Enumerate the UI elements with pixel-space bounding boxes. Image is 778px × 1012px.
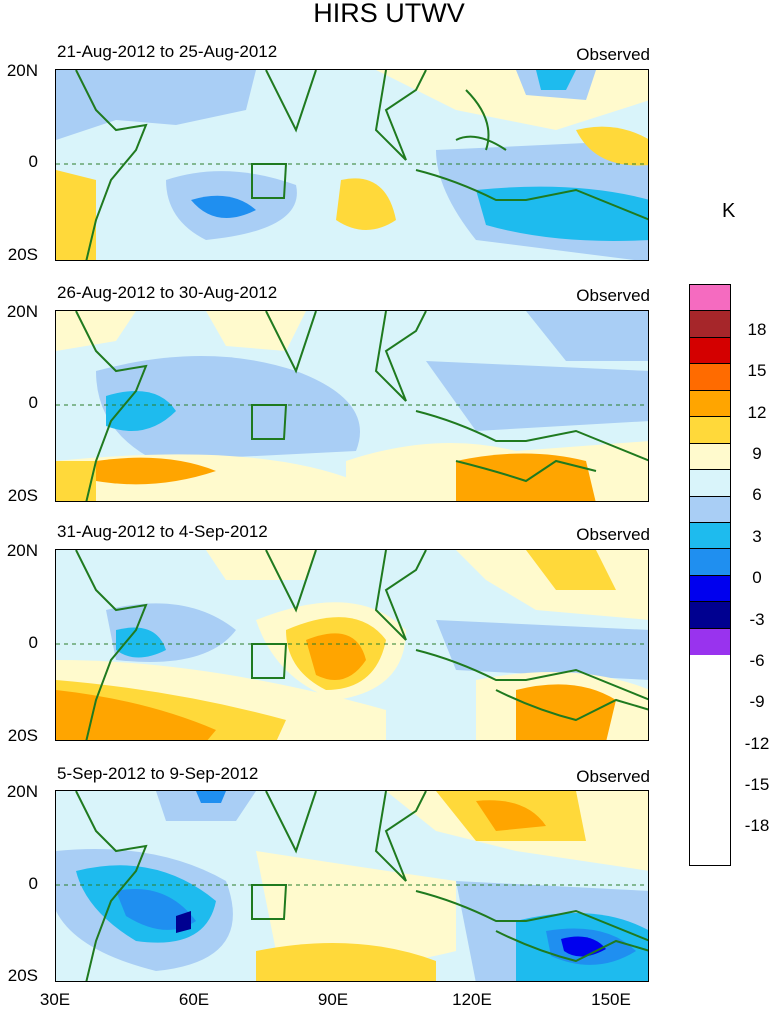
- x-120e: 120E: [452, 990, 492, 1009]
- colorbar-label: -9: [749, 692, 765, 711]
- colorbar-label: -12: [744, 734, 770, 753]
- panel-4-title: 5-Sep-2012 to 9-Sep-2012: [57, 764, 259, 783]
- colorbar-swatch: [690, 602, 730, 629]
- panel-2-tag: Observed: [576, 286, 650, 305]
- colorbar: [689, 284, 731, 866]
- colorbar-label: 9: [752, 444, 762, 463]
- colorbar-swatch: [690, 496, 730, 523]
- colorbar-swatch: [690, 337, 730, 365]
- colorbar-swatch: [690, 522, 730, 550]
- colorbar-swatch: [690, 417, 730, 444]
- colorbar-swatch: [690, 575, 730, 603]
- colorbar-label: -18: [744, 816, 770, 835]
- colorbar-label: 6: [752, 485, 762, 504]
- panel-1-map: [55, 69, 649, 261]
- panel-1-y-20s: 20S: [7, 245, 38, 264]
- colorbar-swatch: [690, 285, 730, 312]
- panel-3-y-20n: 20N: [6, 541, 38, 560]
- panel-1-tag: Observed: [576, 45, 650, 64]
- colorbar-swatch: [690, 628, 730, 656]
- colorbar-swatch: [690, 470, 730, 497]
- colorbar-swatch: [690, 390, 730, 418]
- panel-3-y-20s: 20S: [7, 726, 38, 745]
- panel-3-title: 31-Aug-2012 to 4-Sep-2012: [57, 522, 268, 541]
- colorbar-swatch: [690, 311, 730, 338]
- colorbar-label: 15: [747, 361, 767, 380]
- panel-4-y-20n: 20N: [6, 782, 38, 801]
- panel-2-map: [55, 310, 649, 502]
- panel-2-y-0: 0: [28, 393, 38, 412]
- panel-1-y-20n: 20N: [6, 61, 38, 80]
- colorbar-label: -15: [744, 775, 770, 794]
- panel-2-y-20n: 20N: [6, 302, 38, 321]
- panel-1-title: 21-Aug-2012 to 25-Aug-2012: [57, 42, 278, 61]
- colorbar-swatch: [690, 549, 730, 576]
- panel-3-y-0: 0: [28, 633, 38, 652]
- unit-label: K: [722, 200, 736, 222]
- colorbar-label: 18: [747, 320, 767, 339]
- x-30e: 30E: [39, 990, 71, 1009]
- panel-3-map: [55, 549, 649, 741]
- colorbar-swatch: [690, 443, 730, 471]
- panel-2-y-20s: 20S: [7, 486, 38, 505]
- x-90e: 90E: [317, 990, 349, 1009]
- panel-4-map: [55, 790, 649, 982]
- panel-1-y-0: 0: [28, 152, 38, 171]
- colorbar-swatch: [690, 364, 730, 391]
- colorbar-label: 0: [752, 568, 762, 587]
- panel-3-tag: Observed: [576, 525, 650, 544]
- panel-4-y-0: 0: [28, 874, 38, 893]
- panel-2-title: 26-Aug-2012 to 30-Aug-2012: [57, 283, 278, 302]
- colorbar-label: -3: [749, 610, 765, 629]
- x-60e: 60E: [178, 990, 210, 1009]
- panel-4-tag: Observed: [576, 767, 650, 786]
- colorbar-label: -6: [749, 651, 765, 670]
- x-150e: 150E: [591, 990, 631, 1009]
- colorbar-label: 3: [752, 527, 762, 546]
- panel-4-y-20s: 20S: [7, 966, 38, 985]
- colorbar-label: 12: [747, 403, 767, 422]
- map-title: HIRS UTWV: [313, 0, 465, 28]
